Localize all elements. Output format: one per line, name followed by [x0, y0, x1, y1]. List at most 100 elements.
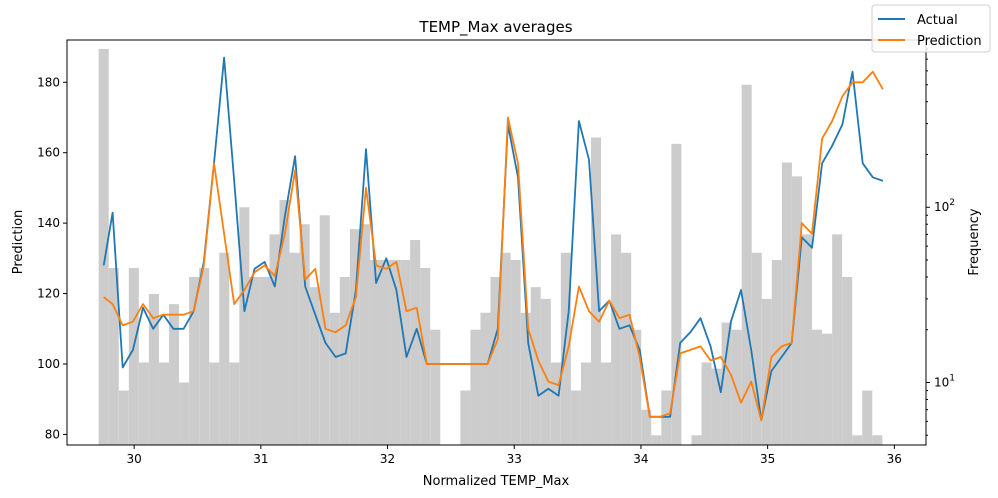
- x-tick-label: 31: [253, 452, 268, 466]
- histogram-bar: [480, 312, 491, 445]
- y-axis-left: 80 100 120 140 160 180: [37, 75, 67, 441]
- histogram-bar: [279, 199, 290, 445]
- histogram-bar: [711, 368, 722, 445]
- histogram-bar: [741, 84, 752, 446]
- histogram-bar: [791, 176, 802, 445]
- series-line-prediction: [103, 70, 884, 422]
- histogram-bar: [621, 252, 632, 445]
- histogram-bar: [671, 143, 682, 446]
- histogram-bar: [229, 362, 240, 445]
- histogram-bar: [108, 268, 119, 445]
- histogram-bar: [852, 435, 863, 445]
- histogram-bar: [319, 215, 330, 445]
- histogram-bar: [249, 276, 260, 445]
- y-tick-label: 100: [37, 357, 60, 371]
- histogram-bar: [128, 268, 139, 445]
- histogram-bar: [189, 276, 200, 445]
- histogram-bar: [148, 293, 159, 445]
- x-tick-label: 33: [507, 452, 522, 466]
- histogram-bar: [470, 329, 481, 445]
- x-tick-label: 36: [887, 452, 902, 466]
- histogram-bar: [540, 298, 551, 445]
- x-axis: 30 31 32 33 34 35 36: [127, 445, 902, 466]
- y2-tick-label: 101: [934, 374, 955, 390]
- y2-axis-label: Frequency: [967, 208, 982, 275]
- x-tick-label: 32: [380, 452, 395, 466]
- histogram-bar: [98, 48, 109, 445]
- plot-frame: [66, 39, 927, 446]
- histogram-bar: [269, 234, 280, 445]
- histogram-bar: [460, 390, 471, 445]
- histogram-bar: [661, 390, 672, 445]
- histogram-bar: [158, 362, 170, 445]
- histogram-bar: [329, 312, 340, 445]
- histogram-bar: [138, 362, 149, 445]
- histogram-bar: [179, 382, 190, 445]
- histogram-bar: [169, 304, 180, 445]
- histogram-bar: [822, 333, 833, 445]
- histogram-bar: [842, 276, 853, 445]
- histogram-bar: [781, 162, 792, 445]
- histogram-bar: [530, 287, 541, 445]
- y-tick-label: 80: [45, 427, 60, 441]
- histogram-bar: [209, 362, 220, 445]
- histogram-bar: [118, 390, 129, 445]
- histogram-bar: [520, 312, 531, 445]
- x-tick-label: 34: [633, 452, 648, 466]
- histogram-bar: [410, 240, 421, 445]
- histogram-bar: [570, 390, 581, 445]
- series-line-actual: [102, 56, 884, 422]
- histogram-bar: [219, 252, 230, 445]
- histogram-bar: [721, 322, 732, 445]
- histogram-bar: [651, 435, 662, 445]
- histogram-bar: [862, 390, 873, 445]
- legend: Actual Prediction: [871, 4, 991, 53]
- histogram-bars: [98, 48, 883, 446]
- legend-label-prediction: Prediction: [917, 34, 982, 49]
- histogram-bar: [299, 224, 310, 445]
- histogram-bar: [199, 268, 210, 445]
- y-tick-label: 160: [37, 146, 60, 160]
- histogram-bar: [390, 260, 401, 445]
- y-axis-right: 101 102: [926, 39, 955, 436]
- histogram-bar: [641, 409, 652, 445]
- histogram-bar: [691, 435, 702, 445]
- histogram-bar: [359, 224, 370, 445]
- histogram-bar: [611, 234, 622, 445]
- x-axis-label: Normalized TEMP_Max: [423, 474, 570, 489]
- histogram-bar: [309, 287, 320, 445]
- histogram-bar: [339, 276, 350, 445]
- histogram-bar: [590, 137, 602, 445]
- histogram-bar: [430, 329, 441, 445]
- chart-title: TEMP_Max averages: [418, 18, 572, 37]
- histogram-bar: [761, 298, 772, 445]
- histogram-bar: [580, 362, 591, 445]
- histogram-bar: [601, 362, 612, 445]
- histogram-bar: [872, 435, 883, 445]
- histogram-bar: [369, 260, 380, 445]
- histogram-bar: [490, 276, 501, 445]
- histogram-bar: [259, 276, 270, 445]
- y-tick-label: 180: [37, 75, 60, 89]
- y2-tick-label: 102: [934, 198, 955, 214]
- histogram-bar: [239, 207, 250, 445]
- histogram-bar: [349, 229, 360, 445]
- y-tick-label: 140: [37, 216, 60, 230]
- y-tick-label: 120: [37, 287, 60, 301]
- histogram-bar: [379, 260, 391, 445]
- x-tick-label: 35: [760, 452, 775, 466]
- histogram-bar: [500, 252, 511, 445]
- histogram-bar: [812, 329, 823, 445]
- y-axis-label: Prediction: [11, 210, 26, 275]
- histogram-bar: [550, 362, 561, 445]
- histogram-bar: [801, 234, 813, 445]
- histogram-bar: [731, 329, 742, 445]
- histogram-bar: [701, 362, 712, 445]
- histogram-bar: [560, 252, 571, 445]
- histogram-bar: [510, 260, 521, 445]
- histogram-bar: [631, 329, 642, 445]
- x-tick-label: 30: [127, 452, 142, 466]
- series-lines: [102, 56, 884, 422]
- histogram-bar: [832, 234, 843, 445]
